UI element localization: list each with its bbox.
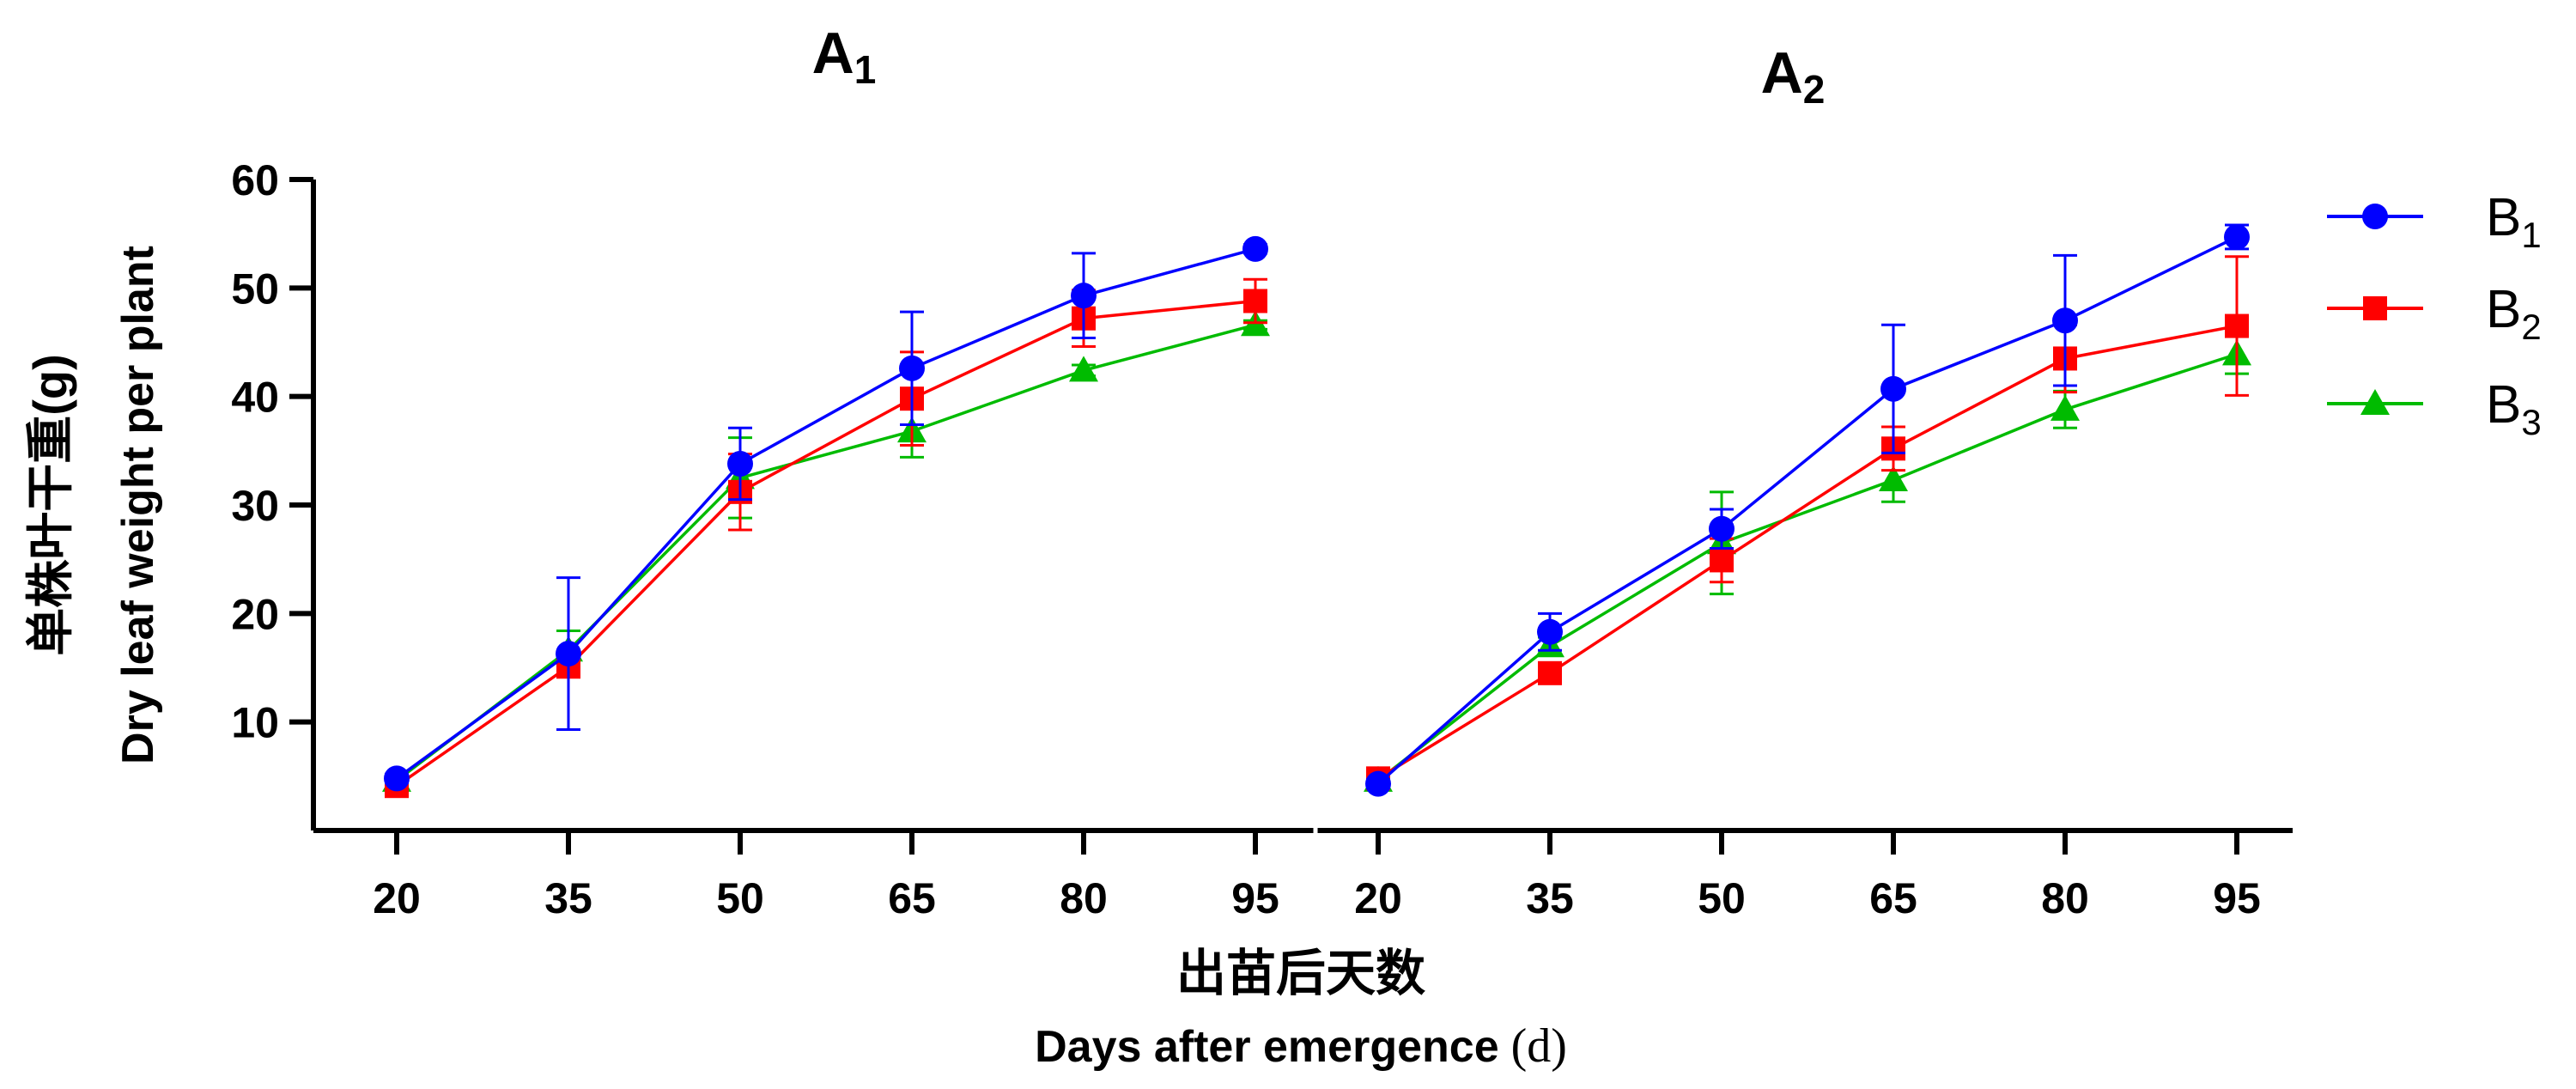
legend-marker-b1 <box>2362 204 2388 229</box>
data-point-b2 <box>1538 660 1562 685</box>
x-ticks: 20 35 50 65 80 95 20 35 50 65 80 95 <box>373 830 2261 922</box>
data-point-b1 <box>2224 223 2250 250</box>
series-line-b1 <box>395 247 1256 780</box>
legend-label-base: B <box>2486 375 2521 435</box>
panel-title-a2-base: A <box>1761 40 1803 106</box>
y-tick-label: 30 <box>231 482 279 530</box>
data-point-b2 <box>1710 548 1734 573</box>
series-line-b1 <box>1376 235 2238 785</box>
panel-title-a1-sub: 1 <box>854 47 877 92</box>
x-tick-label: 20 <box>1354 874 1402 922</box>
legend-label-sub: 3 <box>2521 402 2541 442</box>
x-tick-label: 35 <box>1526 874 1574 922</box>
x-axis-label-zh: 出苗后天数 <box>1176 946 1425 1001</box>
plot-area <box>382 223 2251 799</box>
data-point-b1 <box>727 450 753 477</box>
data-point-b3 <box>1879 465 1908 491</box>
y-tick-label: 20 <box>231 590 279 638</box>
x-tick-label: 50 <box>716 874 764 922</box>
data-point-b1 <box>384 765 410 792</box>
series-line-b2 <box>396 299 1256 788</box>
series-b1-panel-1 <box>384 235 1268 792</box>
series-b2-panel-2 <box>1366 255 2249 791</box>
y-tick-label: 40 <box>231 374 279 422</box>
x-tick-label: 95 <box>1231 874 1279 922</box>
legend-label-sub: 2 <box>2521 307 2541 347</box>
x-axis-label-en-text: Days after emergence <box>1035 1022 1499 1072</box>
panel-title-a2: A2 <box>1761 40 1826 112</box>
data-point-b3 <box>1069 356 1098 382</box>
data-point-b1 <box>2052 307 2078 334</box>
x-tick-label: 65 <box>888 874 936 922</box>
data-point-b1 <box>556 641 581 667</box>
data-point-b1 <box>1071 283 1097 309</box>
legend-label-b3: B3 <box>2486 375 2542 442</box>
y-tick-label: 60 <box>231 156 279 204</box>
data-point-b1 <box>1709 515 1735 542</box>
x-tick-label: 65 <box>1869 874 1917 922</box>
legend-label-sub: 1 <box>2521 215 2541 255</box>
data-point-b1 <box>899 355 925 381</box>
legend-marker-b2 <box>2363 296 2387 320</box>
data-point-b1 <box>1537 618 1563 645</box>
x-tick-label: 50 <box>1698 874 1746 922</box>
series-b3-panel-2 <box>1364 333 2251 792</box>
panel-title-a1-base: A <box>812 21 854 86</box>
x-tick-label: 80 <box>2041 874 2089 922</box>
data-point-b1 <box>1365 770 1391 797</box>
y-tick-label: 10 <box>231 699 279 747</box>
data-point-b3 <box>2050 394 2080 421</box>
panel-title-a2-sub: 2 <box>1803 67 1826 112</box>
series-line-b2 <box>1377 324 2238 780</box>
y-axis-label-zh: 单株叶干重(g) <box>23 354 77 656</box>
x-tick-label: 35 <box>544 874 592 922</box>
series-line-b3 <box>1376 352 2238 782</box>
x-tick-label: 95 <box>2213 874 2261 922</box>
panel-title-a1: A1 <box>812 21 877 92</box>
x-tick-label: 20 <box>373 874 421 922</box>
series-b1-panel-2 <box>1365 223 2250 797</box>
y-tick-label: 50 <box>231 265 279 313</box>
legend-label-base: B <box>2486 280 2521 339</box>
data-point-b2 <box>1243 289 1267 313</box>
data-point-b1 <box>1880 375 1906 402</box>
x-axis-label-unit: (d) <box>1511 1019 1567 1073</box>
data-point-b1 <box>1242 235 1268 262</box>
legend-label-b1: B1 <box>2486 188 2542 255</box>
series-line-b3 <box>395 323 1256 782</box>
data-point-b2 <box>2225 313 2249 338</box>
legend-marker-b3 <box>2360 389 2390 415</box>
legend-label-b2: B2 <box>2486 280 2542 347</box>
series-b3-panel-1 <box>382 310 1270 792</box>
x-axis-label-en: Days after emergence (d) <box>1035 1019 1567 1073</box>
y-axis-label-en: Dry leaf weight per plant <box>113 246 163 764</box>
y-ticks: 10 20 30 40 50 60 <box>231 156 313 747</box>
x-tick-label: 80 <box>1060 874 1108 922</box>
legend-label-base: B <box>2486 188 2521 247</box>
